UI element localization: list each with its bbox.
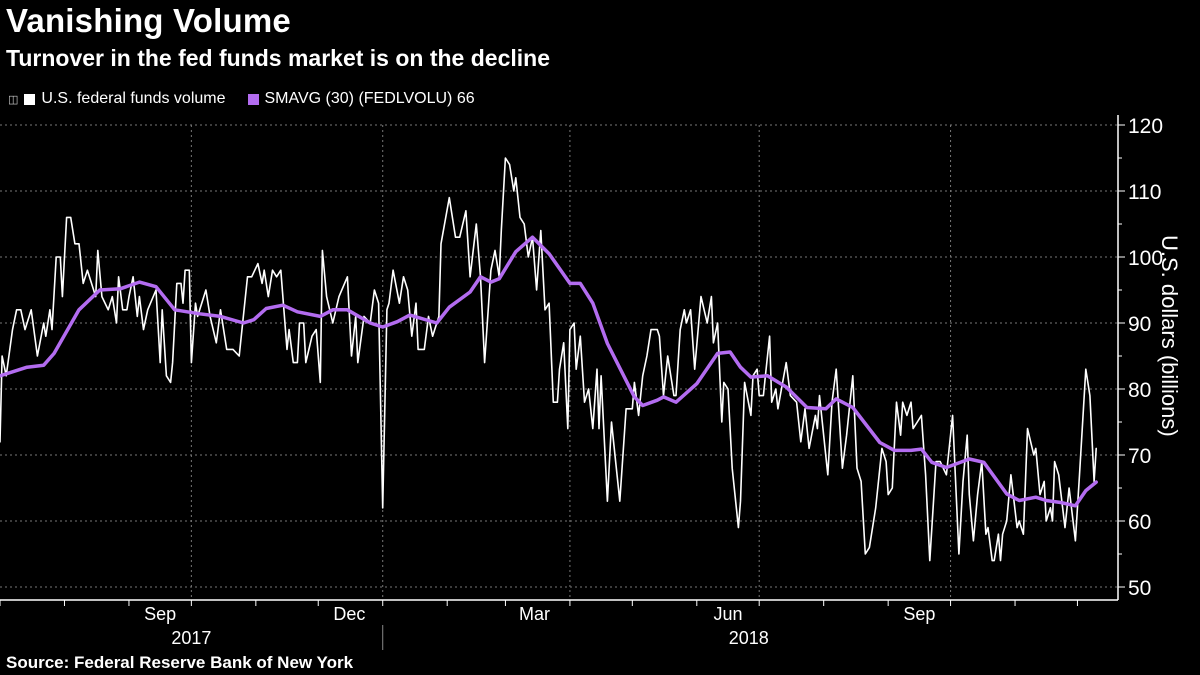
x-year-label: 2017: [171, 628, 211, 648]
series-line-smavg: [0, 235, 1098, 508]
x-tick-label: Sep: [903, 604, 935, 624]
x-year-label: 2018: [729, 628, 769, 648]
legend-label-smavg: SMAVG (30) (FEDLVOLU) 66: [264, 90, 475, 107]
legend-swatch-smavg: [247, 93, 259, 105]
chart-subtitle: Turnover in the fed funds market is on t…: [6, 45, 550, 71]
legend-label-volume: U.S. federal funds volume: [41, 90, 226, 107]
series-line-volume: [0, 157, 1097, 562]
x-tick-label: Dec: [333, 604, 365, 624]
x-tick-label: Mar: [519, 604, 550, 624]
y-tick-label: 50: [1128, 577, 1151, 600]
y-tick-label: 60: [1128, 511, 1151, 534]
source-note: Source: Federal Reserve Bank of New York: [6, 653, 354, 672]
y-tick-label: 90: [1128, 313, 1151, 336]
x-tick-label: Jun: [713, 604, 742, 624]
y-tick-label: 120: [1128, 115, 1163, 138]
y-axis-label: U.S. dollars (billions): [1157, 235, 1182, 437]
legend-toggle-icon[interactable]: ◫: [8, 93, 19, 106]
legend: ◫ U.S. federal funds volume SMAVG (30) (…: [8, 90, 475, 108]
chart-title: Vanishing Volume: [6, 2, 291, 39]
y-tick-label: 110: [1128, 181, 1161, 204]
y-tick-label: 100: [1128, 247, 1163, 270]
y-tick-label: 80: [1128, 379, 1151, 402]
x-tick-label: Sep: [144, 604, 176, 624]
y-tick-label: 70: [1128, 445, 1151, 468]
legend-swatch-volume: [24, 93, 36, 105]
